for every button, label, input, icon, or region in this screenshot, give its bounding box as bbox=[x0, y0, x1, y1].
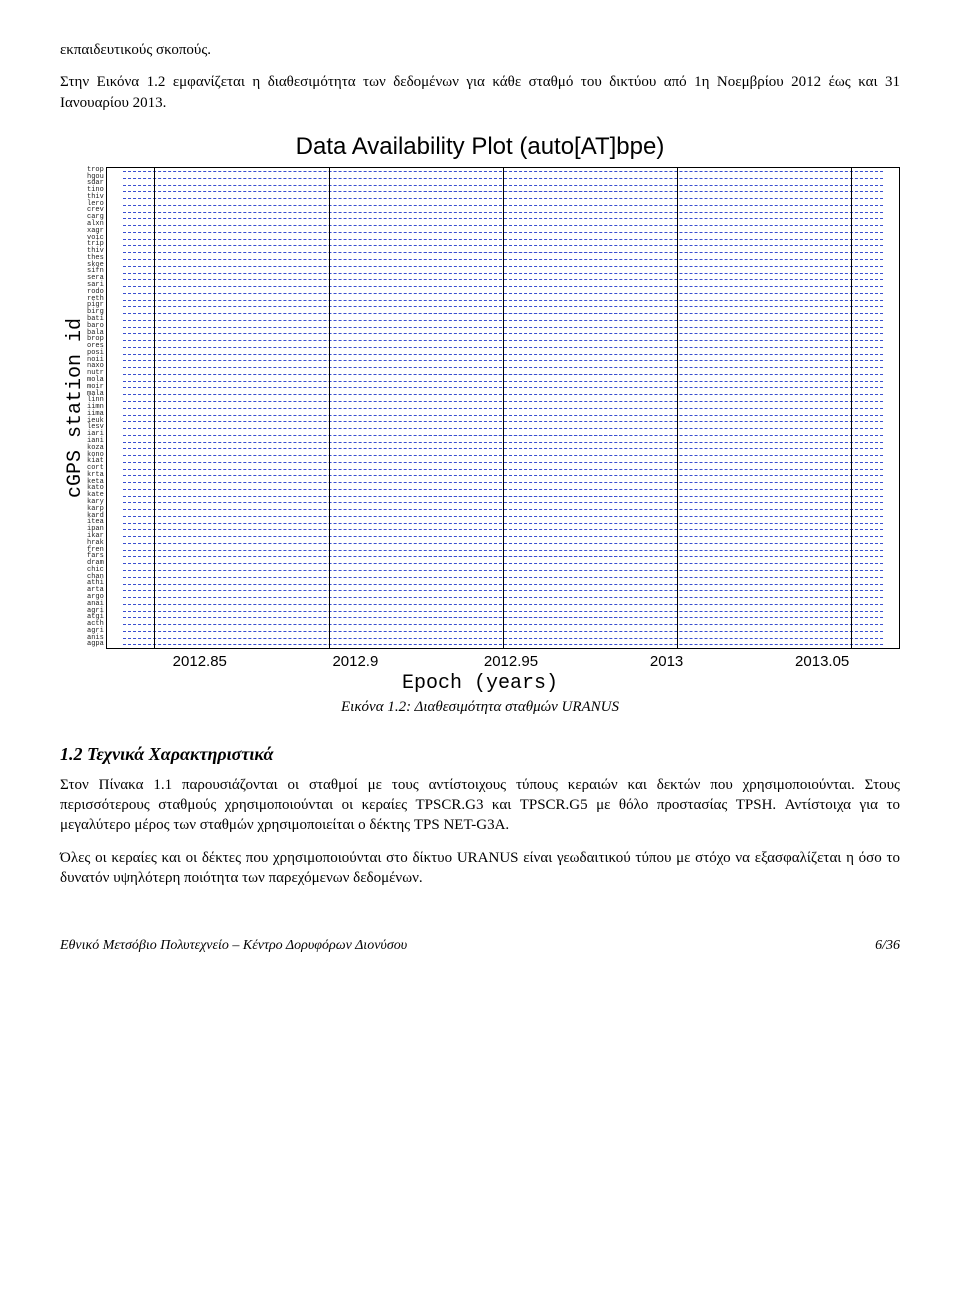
footer-left: Εθνικό Μετσόβιο Πολυτεχνείο – Κέντρο Δορ… bbox=[60, 938, 407, 954]
availability-chart: Data Availability Plot (auto[AT]bpe) cGP… bbox=[60, 133, 900, 695]
paragraph-top-1: εκπαιδευτικούς σκοπούς. bbox=[60, 40, 900, 60]
paragraph-body-2: Όλες οι κεραίες και οι δέκτες που χρησιμ… bbox=[60, 848, 900, 889]
section-heading: 1.2 Τεχνικά Χαρακτηριστικά bbox=[60, 744, 900, 765]
chart-title: Data Availability Plot (auto[AT]bpe) bbox=[60, 133, 900, 161]
chart-xlabel: Epoch (years) bbox=[60, 672, 900, 695]
chart-y-tick-labels: trophgousdartinothivlerocrevcargalxnxagr… bbox=[87, 167, 106, 649]
paragraph-body-1: Στον Πίνακα 1.1 παρουσιάζονται οι σταθμο… bbox=[60, 775, 900, 836]
page-footer: Εθνικό Μετσόβιο Πολυτεχνείο – Κέντρο Δορ… bbox=[60, 938, 900, 954]
paragraph-top-2: Στην Εικόνα 1.2 εμφανίζεται η διαθεσιμότ… bbox=[60, 72, 900, 113]
figure-caption: Εικόνα 1.2: Διαθεσιμότητα σταθμών URANUS bbox=[60, 699, 900, 716]
chart-ylabel: cGPS station id bbox=[60, 167, 87, 649]
chart-x-tick-labels: 2012.852012.92012.9520132013.05 bbox=[122, 649, 900, 670]
chart-plot-area bbox=[106, 167, 900, 649]
footer-right: 6/36 bbox=[875, 938, 900, 954]
